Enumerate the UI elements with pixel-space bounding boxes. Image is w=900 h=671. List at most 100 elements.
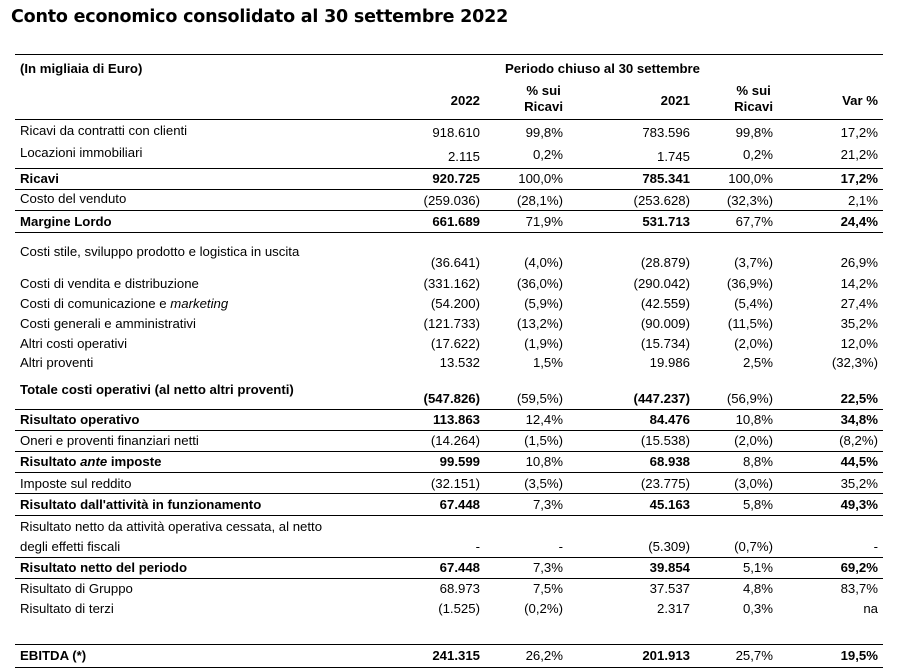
- table-row-altri-costi: Altri costi operativi (17.622) (1,9%) (1…: [15, 335, 883, 355]
- col-pct-2022-header-line2: Ricavi: [524, 99, 563, 114]
- var-pct: 44,5%: [840, 454, 878, 469]
- value-2021: (90.009): [640, 316, 690, 331]
- value-2021: (447.237): [633, 391, 690, 406]
- pct-2022: 99,8%: [525, 125, 563, 140]
- var-pct: 14,2%: [840, 276, 878, 291]
- row-label: Risultato di terzi: [20, 601, 114, 616]
- table-row-risultato-netto: Risultato netto del periodo 67.448 7,3% …: [15, 558, 883, 579]
- pct-2022: 0,2%: [532, 147, 563, 162]
- row-label: Costi generali e amministrativi: [20, 316, 196, 331]
- row-label-italic: ante: [80, 454, 108, 469]
- pct-2021: 99,8%: [735, 125, 773, 140]
- table-row-oneri-proventi: Oneri e proventi finanziari netti (14.26…: [15, 431, 883, 452]
- value-2021: 84.476: [649, 412, 690, 427]
- row-label: Risultato ante imposte: [20, 454, 161, 469]
- value-2021: 1.745: [656, 149, 690, 164]
- table-row-altri-proventi: Altri proventi 13.532 1,5% 19.986 2,5% (…: [15, 354, 883, 374]
- value-2022: (17.622): [430, 336, 480, 351]
- row-label: Totale costi operativi (al netto altri p…: [20, 382, 294, 397]
- pct-2022: 26,2%: [525, 648, 563, 663]
- value-2022: (14.264): [430, 433, 480, 448]
- table-row-risultato-funzionamento: Risultato dall'attività in funzionamento…: [15, 494, 883, 516]
- value-2022: (259.036): [423, 193, 480, 208]
- value-2021: 531.713: [642, 214, 690, 229]
- table-row-imposte: Imposte sul reddito (32.151) (3,5%) (23.…: [15, 473, 883, 494]
- value-2021: (42.559): [640, 296, 690, 311]
- var-pct: 35,2%: [840, 316, 878, 331]
- value-2022: 918.610: [432, 125, 480, 140]
- row-label-part: imposte: [107, 454, 162, 469]
- pct-2021: 5,8%: [742, 497, 773, 512]
- table-row-costi-comunicazione: Costi di comunicazione e marketing (54.2…: [15, 295, 883, 315]
- var-pct: 49,3%: [840, 497, 878, 512]
- value-2021: 19.986: [649, 355, 690, 370]
- row-label: Ricavi: [20, 171, 59, 186]
- value-2021: 39.854: [649, 560, 690, 575]
- var-pct: 83,7%: [840, 581, 878, 596]
- pct-2022: 7,5%: [532, 581, 563, 596]
- col-2022-header: 2022: [450, 93, 480, 108]
- table-row-costi-vendita: Costi di vendita e distribuzione (331.16…: [15, 275, 883, 295]
- pct-2021: 67,7%: [735, 214, 773, 229]
- table-row-costi-generali: Costi generali e amministrativi (121.733…: [15, 315, 883, 335]
- row-label: Imposte sul reddito: [20, 476, 132, 491]
- pct-2022: (5,9%): [524, 296, 563, 311]
- pct-2021: (0,7%): [734, 539, 773, 554]
- var-pct: 17,2%: [840, 125, 878, 140]
- table-row-risultato-ante-imposte: Risultato ante imposte 99.599 10,8% 68.9…: [15, 452, 883, 473]
- var-pct: 19,5%: [840, 648, 878, 663]
- row-label: Oneri e proventi finanziari netti: [20, 433, 199, 448]
- value-2022: 13.532: [439, 355, 480, 370]
- pct-2021: 10,8%: [735, 412, 773, 427]
- pct-2021: (2,0%): [734, 433, 773, 448]
- header-row-period: (In migliaia di Euro) Periodo chiuso al …: [15, 54, 883, 78]
- pct-2022: 7,3%: [532, 497, 563, 512]
- value-2021: (23.775): [640, 476, 690, 491]
- pct-2022: (36,0%): [516, 276, 563, 291]
- var-pct: 24,4%: [840, 214, 878, 229]
- var-pct: 21,2%: [840, 147, 878, 162]
- col-pct-2021-header-line2: Ricavi: [734, 99, 773, 114]
- col-var-header: Var %: [842, 93, 878, 108]
- pct-2021: 0,3%: [742, 601, 773, 616]
- row-label-part: Risultato: [20, 454, 81, 469]
- var-pct: (32,3%): [831, 355, 878, 370]
- var-pct: 22,5%: [840, 391, 878, 406]
- pct-2021: 2,5%: [742, 355, 773, 370]
- value-2021: 783.596: [642, 125, 690, 140]
- var-pct: -: [873, 539, 878, 554]
- col-pct-2022-header-line1: % sui: [526, 83, 561, 98]
- var-pct: 26,9%: [840, 255, 878, 270]
- var-pct: 27,4%: [840, 296, 878, 311]
- table-row-risultato-operativo: Risultato operativo 113.863 12,4% 84.476…: [15, 410, 883, 431]
- table-row-margine-lordo: Margine Lordo 661.689 71,9% 531.713 67,7…: [15, 211, 883, 233]
- row-label: Costi di vendita e distribuzione: [20, 276, 199, 291]
- pct-2022: 10,8%: [525, 454, 563, 469]
- pct-2022: 7,3%: [532, 560, 563, 575]
- value-2021: (28.879): [640, 255, 690, 270]
- value-2022: (121.733): [423, 316, 480, 331]
- table-row-attivita-cessata: Risultato netto da attività operativa ce…: [15, 516, 883, 558]
- row-label: Risultato operativo: [20, 412, 140, 427]
- var-pct: (8,2%): [839, 433, 878, 448]
- table-row-costo-venduto: Costo del venduto (259.036) (28,1%) (253…: [15, 190, 883, 211]
- value-2021: 785.341: [642, 171, 690, 186]
- pct-2021: 0,2%: [742, 147, 773, 162]
- var-pct: 12,0%: [840, 336, 878, 351]
- value-2022: 68.973: [439, 581, 480, 596]
- pct-2021: 5,1%: [742, 560, 773, 575]
- pct-2021: 25,7%: [735, 648, 773, 663]
- row-label: Costi stile, sviluppo prodotto e logisti…: [20, 244, 300, 259]
- pct-2022: (3,5%): [524, 476, 563, 491]
- col-pct-2022-header: % sui Ricavi: [524, 83, 563, 115]
- row-label-line2: degli effetti fiscali: [20, 539, 121, 554]
- value-2021: (290.042): [633, 276, 690, 291]
- row-label: Altri costi operativi: [20, 336, 128, 351]
- table-row-costi-stile: Costi stile, sviluppo prodotto e logisti…: [15, 244, 883, 272]
- pct-2022: -: [558, 539, 563, 554]
- row-label: Risultato netto del periodo: [20, 560, 188, 575]
- pct-2022: 100,0%: [518, 171, 563, 186]
- value-2022: (36.641): [430, 255, 480, 270]
- period-label: Periodo chiuso al 30 settembre: [505, 61, 700, 76]
- page-title: Conto economico consolidato al 30 settem…: [11, 7, 509, 27]
